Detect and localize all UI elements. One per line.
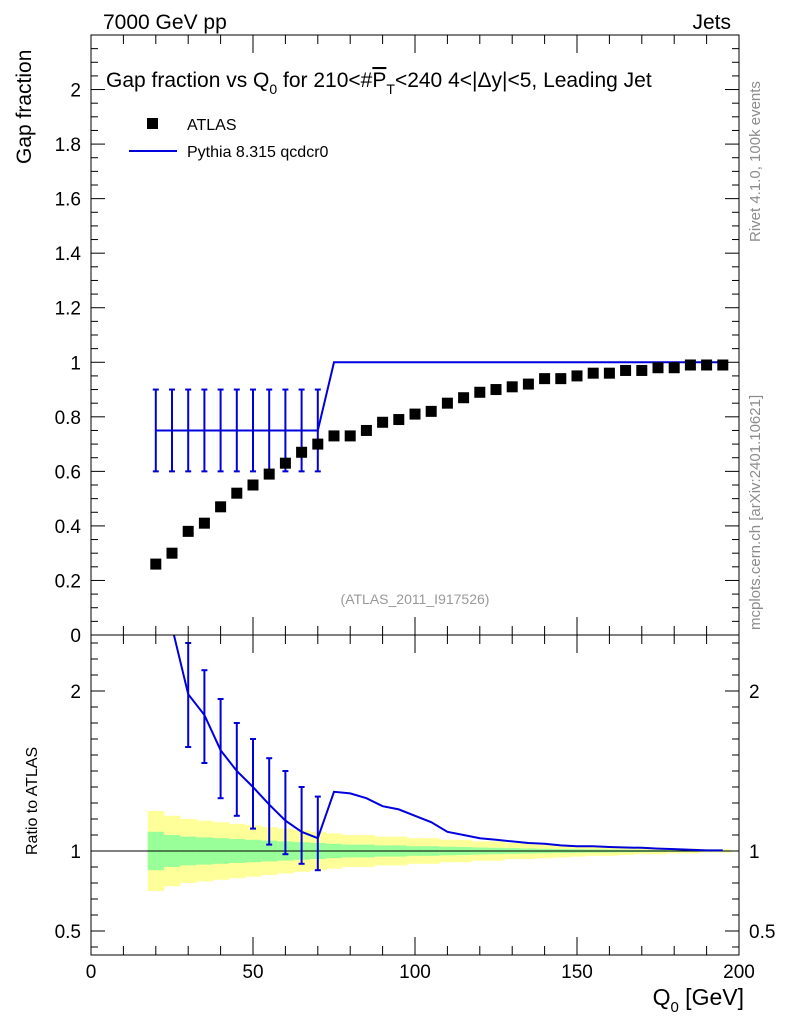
atlas-point <box>296 446 308 458</box>
ratio-y-label: Ratio to ATLAS <box>24 747 41 855</box>
ratio-plot-area <box>91 635 739 891</box>
atlas-point <box>215 501 227 513</box>
atlas-point <box>231 487 243 499</box>
atlas-point <box>668 362 680 374</box>
legend-atlas-marker <box>147 118 158 129</box>
main-y-tick-label: 0.6 <box>55 462 81 483</box>
x-axis-label: Q0 [GeV] <box>653 984 744 1016</box>
atlas-point <box>603 367 615 379</box>
atlas-point <box>328 430 340 442</box>
atlas-point <box>522 378 534 390</box>
main-y-tick-label: 1.4 <box>55 244 82 265</box>
x-tick-label: 150 <box>561 962 593 983</box>
pythia-line <box>155 361 723 432</box>
ratio-y-tick-label-right: 2 <box>749 682 760 703</box>
legend-atlas-label: ATLAS <box>187 117 237 134</box>
atlas-point <box>182 525 194 537</box>
x-tick-label: 0 <box>86 962 97 983</box>
atlas-point <box>166 547 178 559</box>
atlas-point <box>506 381 518 393</box>
main-y-tick-label: 1.8 <box>55 135 81 156</box>
header-right: Jets <box>692 11 731 34</box>
atlas-point <box>198 517 210 529</box>
atlas-point <box>441 397 453 409</box>
main-y-label: Gap fraction <box>13 50 36 164</box>
atlas-point <box>393 414 405 426</box>
x-tick-label: 200 <box>723 962 755 983</box>
mcplots-label: mcplots.cern.ch [arXiv:2401.10621] <box>747 395 764 630</box>
atlas-point <box>150 558 162 570</box>
plot-title: Gap fraction vs Q0 for 210<#PT<240 4<|Δy… <box>106 69 652 97</box>
atlas-point <box>652 362 664 374</box>
atlas-point <box>312 438 324 450</box>
main-y-tick-label: 1.2 <box>55 299 81 320</box>
atlas-point <box>490 384 502 396</box>
ratio-y-tick-label: 1 <box>70 842 81 863</box>
atlas-point <box>458 392 470 404</box>
atlas-point <box>377 416 389 428</box>
atlas-point <box>474 386 486 398</box>
atlas-point <box>344 430 356 442</box>
main-y-tick-label: 0.8 <box>55 408 81 429</box>
atlas-point <box>555 373 567 385</box>
x-tick-label: 50 <box>242 962 263 983</box>
header-left: 7000 GeV pp <box>103 11 227 34</box>
ratio-y-tick-label: 0.5 <box>55 922 81 943</box>
atlas-point <box>571 370 583 382</box>
main-y-tick-label: 0.2 <box>55 571 81 592</box>
atlas-point <box>701 359 713 371</box>
ratio-axes: 0.5 0.5 1 1 2 2 0 50 100 150 200 <box>55 635 775 983</box>
atlas-point <box>717 359 729 371</box>
atlas-point <box>247 479 259 491</box>
main-y-tick-label: 0 <box>70 626 81 647</box>
atlas-point <box>409 408 421 420</box>
atlas-point <box>587 367 599 379</box>
atlas-point <box>425 405 437 417</box>
legend-pythia-label: Pythia 8.315 qcdcr0 <box>187 144 329 161</box>
atlas-point <box>279 457 291 469</box>
atlas-point <box>620 364 632 376</box>
atlas-point <box>636 364 648 376</box>
main-y-tick-label: 2 <box>70 81 81 102</box>
atlas-point <box>263 468 275 480</box>
main-axes: 0 0.2 0.4 0.6 0.8 1 1.2 1.4 1.6 1.8 2 <box>55 34 740 647</box>
rivet-label: Rivet 4.1.0, 100k events <box>747 81 764 242</box>
ratio-y-tick-label: 2 <box>70 682 81 703</box>
ratio-y-tick-label-right: 1 <box>749 842 760 863</box>
x-tick-label: 100 <box>399 962 431 983</box>
analysis-watermark: (ATLAS_2011_I917526) <box>341 591 490 607</box>
atlas-point <box>684 359 696 371</box>
main-plot-area <box>150 359 729 570</box>
ratio-panel: 0.5 0.5 1 1 2 2 0 50 100 150 200 Ratio to ATLAS Q0… <box>24 634 775 1016</box>
main-panel: 0 0.2 0.4 0.6 0.8 1 1.2 1.4 1.6 1.8 2 Gap fraction… <box>13 34 740 647</box>
ratio-line <box>172 635 723 852</box>
legend: ATLAS Pythia 8.315 qcdcr0 <box>129 117 329 161</box>
atlas-point <box>539 373 551 385</box>
main-y-tick-label: 1.6 <box>55 190 81 211</box>
ratio-y-tick-label-right: 0.5 <box>749 922 775 943</box>
main-y-tick-label: 0.4 <box>55 517 82 538</box>
atlas-point <box>360 424 372 436</box>
main-y-tick-label: 1 <box>70 353 81 374</box>
